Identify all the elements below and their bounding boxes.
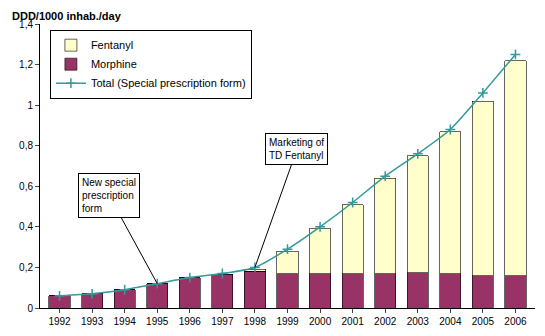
svg-text:2000: 2000 [309, 316, 332, 327]
svg-text:1999: 1999 [276, 316, 299, 327]
svg-text:2002: 2002 [374, 316, 397, 327]
svg-text:0,2: 0,2 [19, 262, 33, 273]
svg-text:New specialprescriptionform: New specialprescriptionform [82, 177, 136, 214]
svg-text:Marketing ofTD Fentanyl: Marketing ofTD Fentanyl [269, 137, 324, 161]
svg-text:2004: 2004 [439, 316, 462, 327]
svg-text:1,2: 1,2 [19, 59, 33, 70]
svg-text:1,4: 1,4 [19, 19, 33, 30]
svg-text:2001: 2001 [342, 316, 365, 327]
svg-text:Total (Special prescription fo: Total (Special prescription form) [91, 77, 246, 89]
svg-text:1992: 1992 [48, 316, 71, 327]
svg-text:0: 0 [27, 303, 33, 314]
svg-text:1997: 1997 [211, 316, 234, 327]
svg-text:2006: 2006 [504, 316, 527, 327]
svg-text:1994: 1994 [114, 316, 137, 327]
svg-text:1998: 1998 [244, 316, 267, 327]
svg-text:Fentanyl: Fentanyl [91, 39, 133, 51]
svg-text:1996: 1996 [179, 316, 202, 327]
svg-text:1993: 1993 [81, 316, 104, 327]
svg-text:2005: 2005 [472, 316, 495, 327]
svg-text:Morphine: Morphine [91, 58, 137, 70]
svg-text:0,4: 0,4 [19, 221, 33, 232]
svg-text:DDD/1000 inhab./day: DDD/1000 inhab./day [12, 10, 122, 22]
svg-text:2003: 2003 [407, 316, 430, 327]
svg-text:0,6: 0,6 [19, 181, 33, 192]
svg-text:1: 1 [27, 100, 33, 111]
svg-text:1995: 1995 [146, 316, 169, 327]
svg-text:0,8: 0,8 [19, 140, 33, 151]
